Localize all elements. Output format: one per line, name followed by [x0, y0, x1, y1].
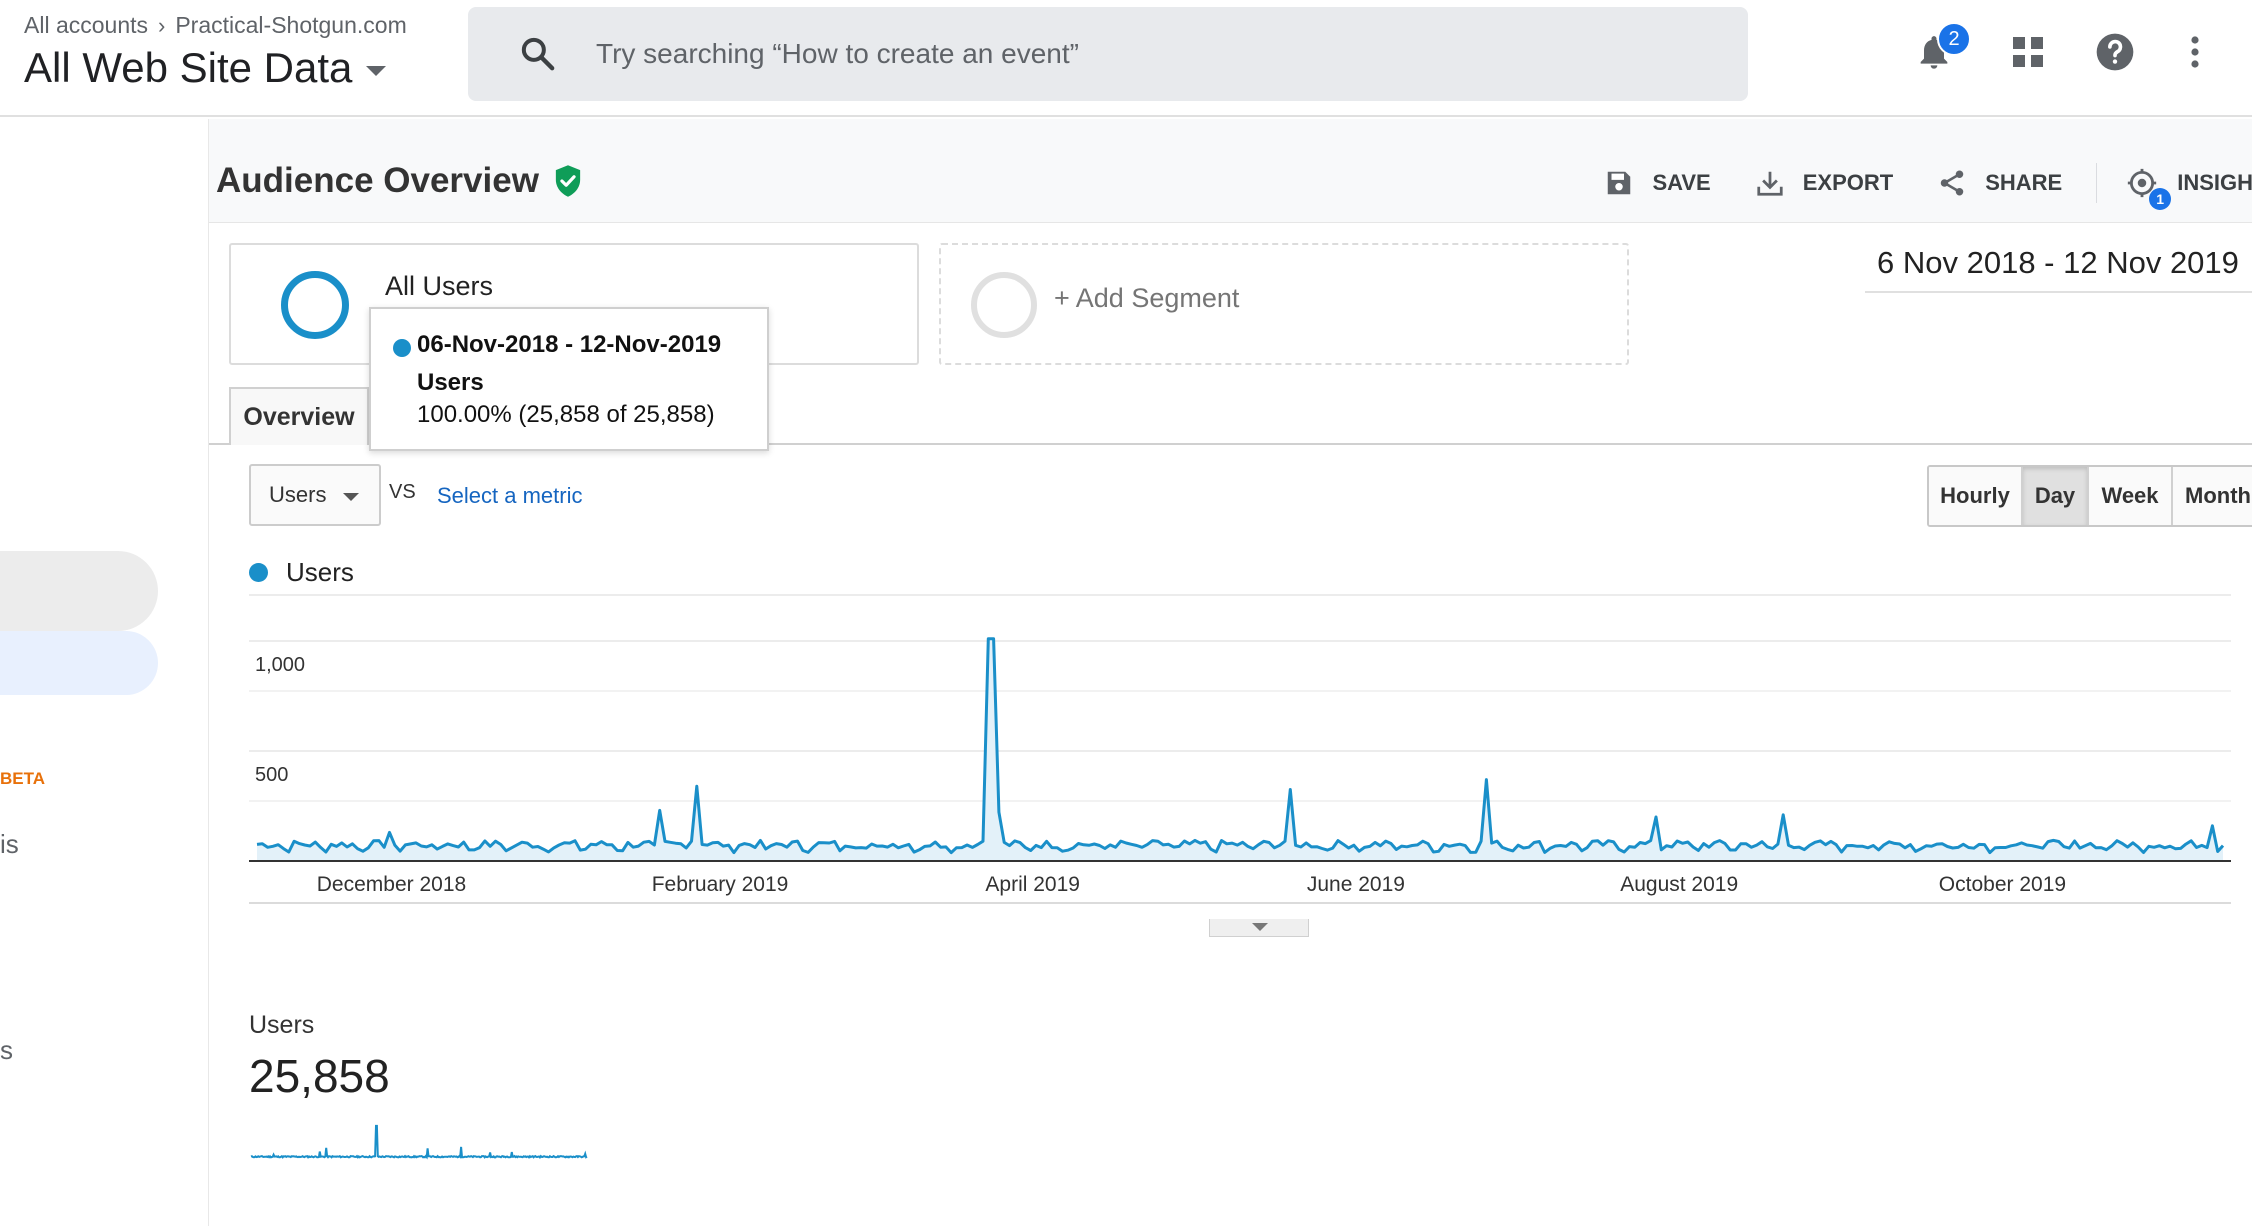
x-tick-label: October 2019	[1939, 873, 2066, 896]
tooltip-swatch	[393, 339, 411, 357]
download-icon	[1757, 171, 1783, 196]
legend-label: Users	[286, 557, 354, 587]
sparkline-path	[250, 1124, 588, 1160]
granularity-day[interactable]: Day	[2023, 467, 2089, 525]
apps-grid-icon	[2013, 37, 2043, 67]
empty-segment-ring	[971, 272, 1037, 338]
help-icon	[2096, 33, 2134, 71]
insights-label: INSIGH	[2177, 170, 2252, 195]
share-button[interactable]: SHARE	[1937, 168, 2062, 198]
kpi-users-value: 25,858	[249, 1050, 390, 1102]
sidebar-item-label-fragment[interactable]: is	[0, 829, 19, 859]
verified-shield-icon	[555, 165, 581, 197]
date-range-picker[interactable]: 6 Nov 2018 - 12 Nov 2019	[1865, 245, 2252, 293]
x-tick-label: February 2019	[652, 873, 789, 896]
x-tick-label: August 2019	[1620, 873, 1738, 896]
page-title-text: Audience Overview	[216, 161, 539, 200]
notifications-badge: 2	[1937, 22, 1971, 56]
caret-down-icon	[343, 493, 359, 501]
tooltip-date: 06-Nov-2018 - 12-Nov-2019	[417, 331, 722, 358]
apps-button[interactable]	[2006, 30, 2050, 74]
page-title: Audience Overview	[216, 161, 583, 201]
legend-swatch	[249, 563, 268, 582]
save-button[interactable]: SAVE	[1604, 168, 1711, 198]
insights-badge: 1	[2149, 188, 2172, 210]
property-view-name: All Web Site Data	[24, 44, 353, 91]
x-tick-label: April 2019	[985, 873, 1080, 896]
segment-tooltip: 06-Nov-2018 - 12-Nov-2019 Users 100.00% …	[369, 307, 769, 451]
tab-overview[interactable]: Overview	[229, 387, 369, 445]
more-options-button[interactable]	[2173, 30, 2217, 74]
save-icon	[1608, 171, 1631, 195]
page-header: Audience Overview SAVE EXPORT	[209, 119, 2252, 223]
breadcrumb[interactable]: All accounts › Practical-Shotgun.com	[24, 12, 407, 39]
breadcrumb-account[interactable]: Practical-Shotgun.com	[175, 12, 407, 38]
users-line	[256, 637, 2225, 855]
tooltip-value: 100.00% (25,858 of 25,858)	[417, 401, 715, 428]
granularity-month[interactable]: Month	[2173, 467, 2252, 525]
left-sidebar: BETA is s	[0, 119, 208, 1226]
export-button[interactable]: EXPORT	[1755, 168, 1893, 198]
sidebar-item-active[interactable]	[0, 631, 158, 695]
caret-down-icon	[366, 66, 387, 76]
y-tick-label: 500	[255, 764, 288, 786]
search-input[interactable]: Try searching “How to create an event”	[596, 38, 1079, 69]
breadcrumb-root[interactable]: All accounts	[24, 12, 149, 38]
select-metric-link[interactable]: Select a metric	[437, 483, 583, 508]
more-vert-icon	[2191, 36, 2199, 68]
chevron-right-icon: ›	[158, 12, 166, 38]
insights-button[interactable]: 1 INSIGH	[2125, 166, 2252, 210]
actions-divider	[2096, 163, 2098, 203]
segment-color-ring	[281, 271, 349, 339]
beta-badge: BETA	[0, 769, 46, 788]
help-button[interactable]	[2093, 30, 2137, 74]
main-content: Audience Overview SAVE EXPORT	[208, 119, 2252, 1226]
users-area	[257, 638, 2223, 861]
tooltip-metric: Users	[417, 369, 484, 396]
share-icon	[1940, 170, 1964, 196]
kpi-users-sparkline	[250, 1124, 588, 1160]
add-segment-button[interactable]: + Add Segment	[939, 243, 1629, 365]
property-view-selector[interactable]: All Web Site Data	[24, 44, 387, 92]
search-bar[interactable]: Try searching “How to create an event”	[468, 7, 1748, 101]
granularity-hourly[interactable]: Hourly	[1929, 467, 2023, 525]
search-icon	[521, 37, 555, 71]
add-segment-label: + Add Segment	[1054, 283, 1240, 313]
report-actions: SAVE EXPORT SHARE	[1604, 163, 2252, 210]
share-label: SHARE	[1985, 170, 2063, 195]
save-label: SAVE	[1652, 170, 1711, 195]
vs-label: VS	[389, 481, 416, 503]
chart-collapse-handle[interactable]	[1209, 919, 1309, 937]
export-label: EXPORT	[1802, 170, 1894, 195]
kpi-users-label: Users	[249, 1011, 315, 1039]
metric-dropdown[interactable]: Users	[249, 464, 381, 526]
x-tick-label: December 2018	[317, 873, 466, 896]
chart-legend: Users	[249, 557, 354, 588]
users-line-chart[interactable]: 1,000 500 December 2018 February 2019 April …	[249, 589, 2239, 929]
y-tick-label: 1,000	[255, 654, 305, 676]
segment-name: All Users	[385, 271, 494, 301]
sidebar-item-hover[interactable]	[0, 551, 158, 631]
top-header: All accounts › Practical-Shotgun.com All…	[0, 0, 2252, 117]
insights-icon	[2128, 168, 2157, 198]
tab-divider	[209, 443, 2252, 445]
granularity-toggle: Hourly Day Week Month	[1927, 465, 2252, 527]
metric-dropdown-value: Users	[269, 482, 327, 507]
sidebar-item-label-fragment[interactable]: s	[0, 1035, 13, 1065]
x-tick-label: June 2019	[1307, 873, 1405, 896]
granularity-week[interactable]: Week	[2089, 467, 2173, 525]
